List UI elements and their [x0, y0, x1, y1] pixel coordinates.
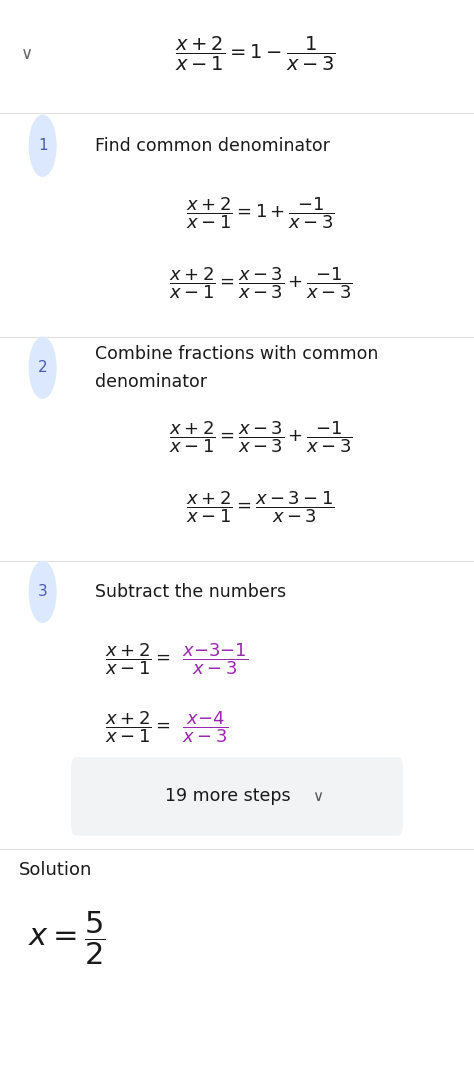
- Text: $\dfrac{x+2}{x-1} = 1 - \dfrac{1}{x-3}$: $\dfrac{x+2}{x-1} = 1 - \dfrac{1}{x-3}$: [175, 36, 337, 73]
- Text: 2: 2: [38, 360, 47, 375]
- Circle shape: [29, 561, 56, 622]
- Text: 3: 3: [38, 584, 47, 599]
- Text: $\dfrac{x+2}{x-1} = 1 + \dfrac{-1}{x-3}$: $\dfrac{x+2}{x-1} = 1 + \dfrac{-1}{x-3}$: [186, 196, 335, 231]
- Text: 19 more steps: 19 more steps: [164, 788, 291, 805]
- Text: $\dfrac{x+2}{x-1} = \dfrac{x-3-1}{x-3}$: $\dfrac{x+2}{x-1} = \dfrac{x-3-1}{x-3}$: [186, 490, 335, 524]
- Text: Solution: Solution: [19, 862, 92, 879]
- Text: Find common denominator: Find common denominator: [95, 137, 330, 154]
- Text: $\dfrac{x+2}{x-1} = \dfrac{x-3}{x-3} + \dfrac{-1}{x-3}$: $\dfrac{x+2}{x-1} = \dfrac{x-3}{x-3} + \…: [169, 420, 353, 455]
- Text: $\vee$: $\vee$: [20, 46, 32, 63]
- Text: $\dfrac{x+2}{x-1} = $: $\dfrac{x+2}{x-1} = $: [105, 709, 171, 744]
- Text: Combine fractions with common: Combine fractions with common: [95, 345, 378, 362]
- Text: 1: 1: [38, 138, 47, 153]
- FancyBboxPatch shape: [71, 757, 403, 836]
- Text: denominator: denominator: [95, 373, 207, 391]
- Circle shape: [29, 115, 56, 176]
- Text: $\dfrac{x+2}{x-1} = \dfrac{x-3}{x-3} + \dfrac{-1}{x-3}$: $\dfrac{x+2}{x-1} = \dfrac{x-3}{x-3} + \…: [169, 265, 353, 300]
- Text: $\dfrac{x+2}{x-1} = $: $\dfrac{x+2}{x-1} = $: [105, 642, 171, 677]
- Circle shape: [29, 337, 56, 398]
- Text: $x = \dfrac{5}{2}$: $x = \dfrac{5}{2}$: [28, 910, 106, 966]
- Text: $\dfrac{x{-}3{-}1}{x-3}$: $\dfrac{x{-}3{-}1}{x-3}$: [182, 642, 249, 677]
- Text: $\vee$: $\vee$: [312, 789, 323, 804]
- Text: $\dfrac{x{-}4}{x-3}$: $\dfrac{x{-}4}{x-3}$: [182, 709, 229, 744]
- Text: Subtract the numbers: Subtract the numbers: [95, 583, 286, 601]
